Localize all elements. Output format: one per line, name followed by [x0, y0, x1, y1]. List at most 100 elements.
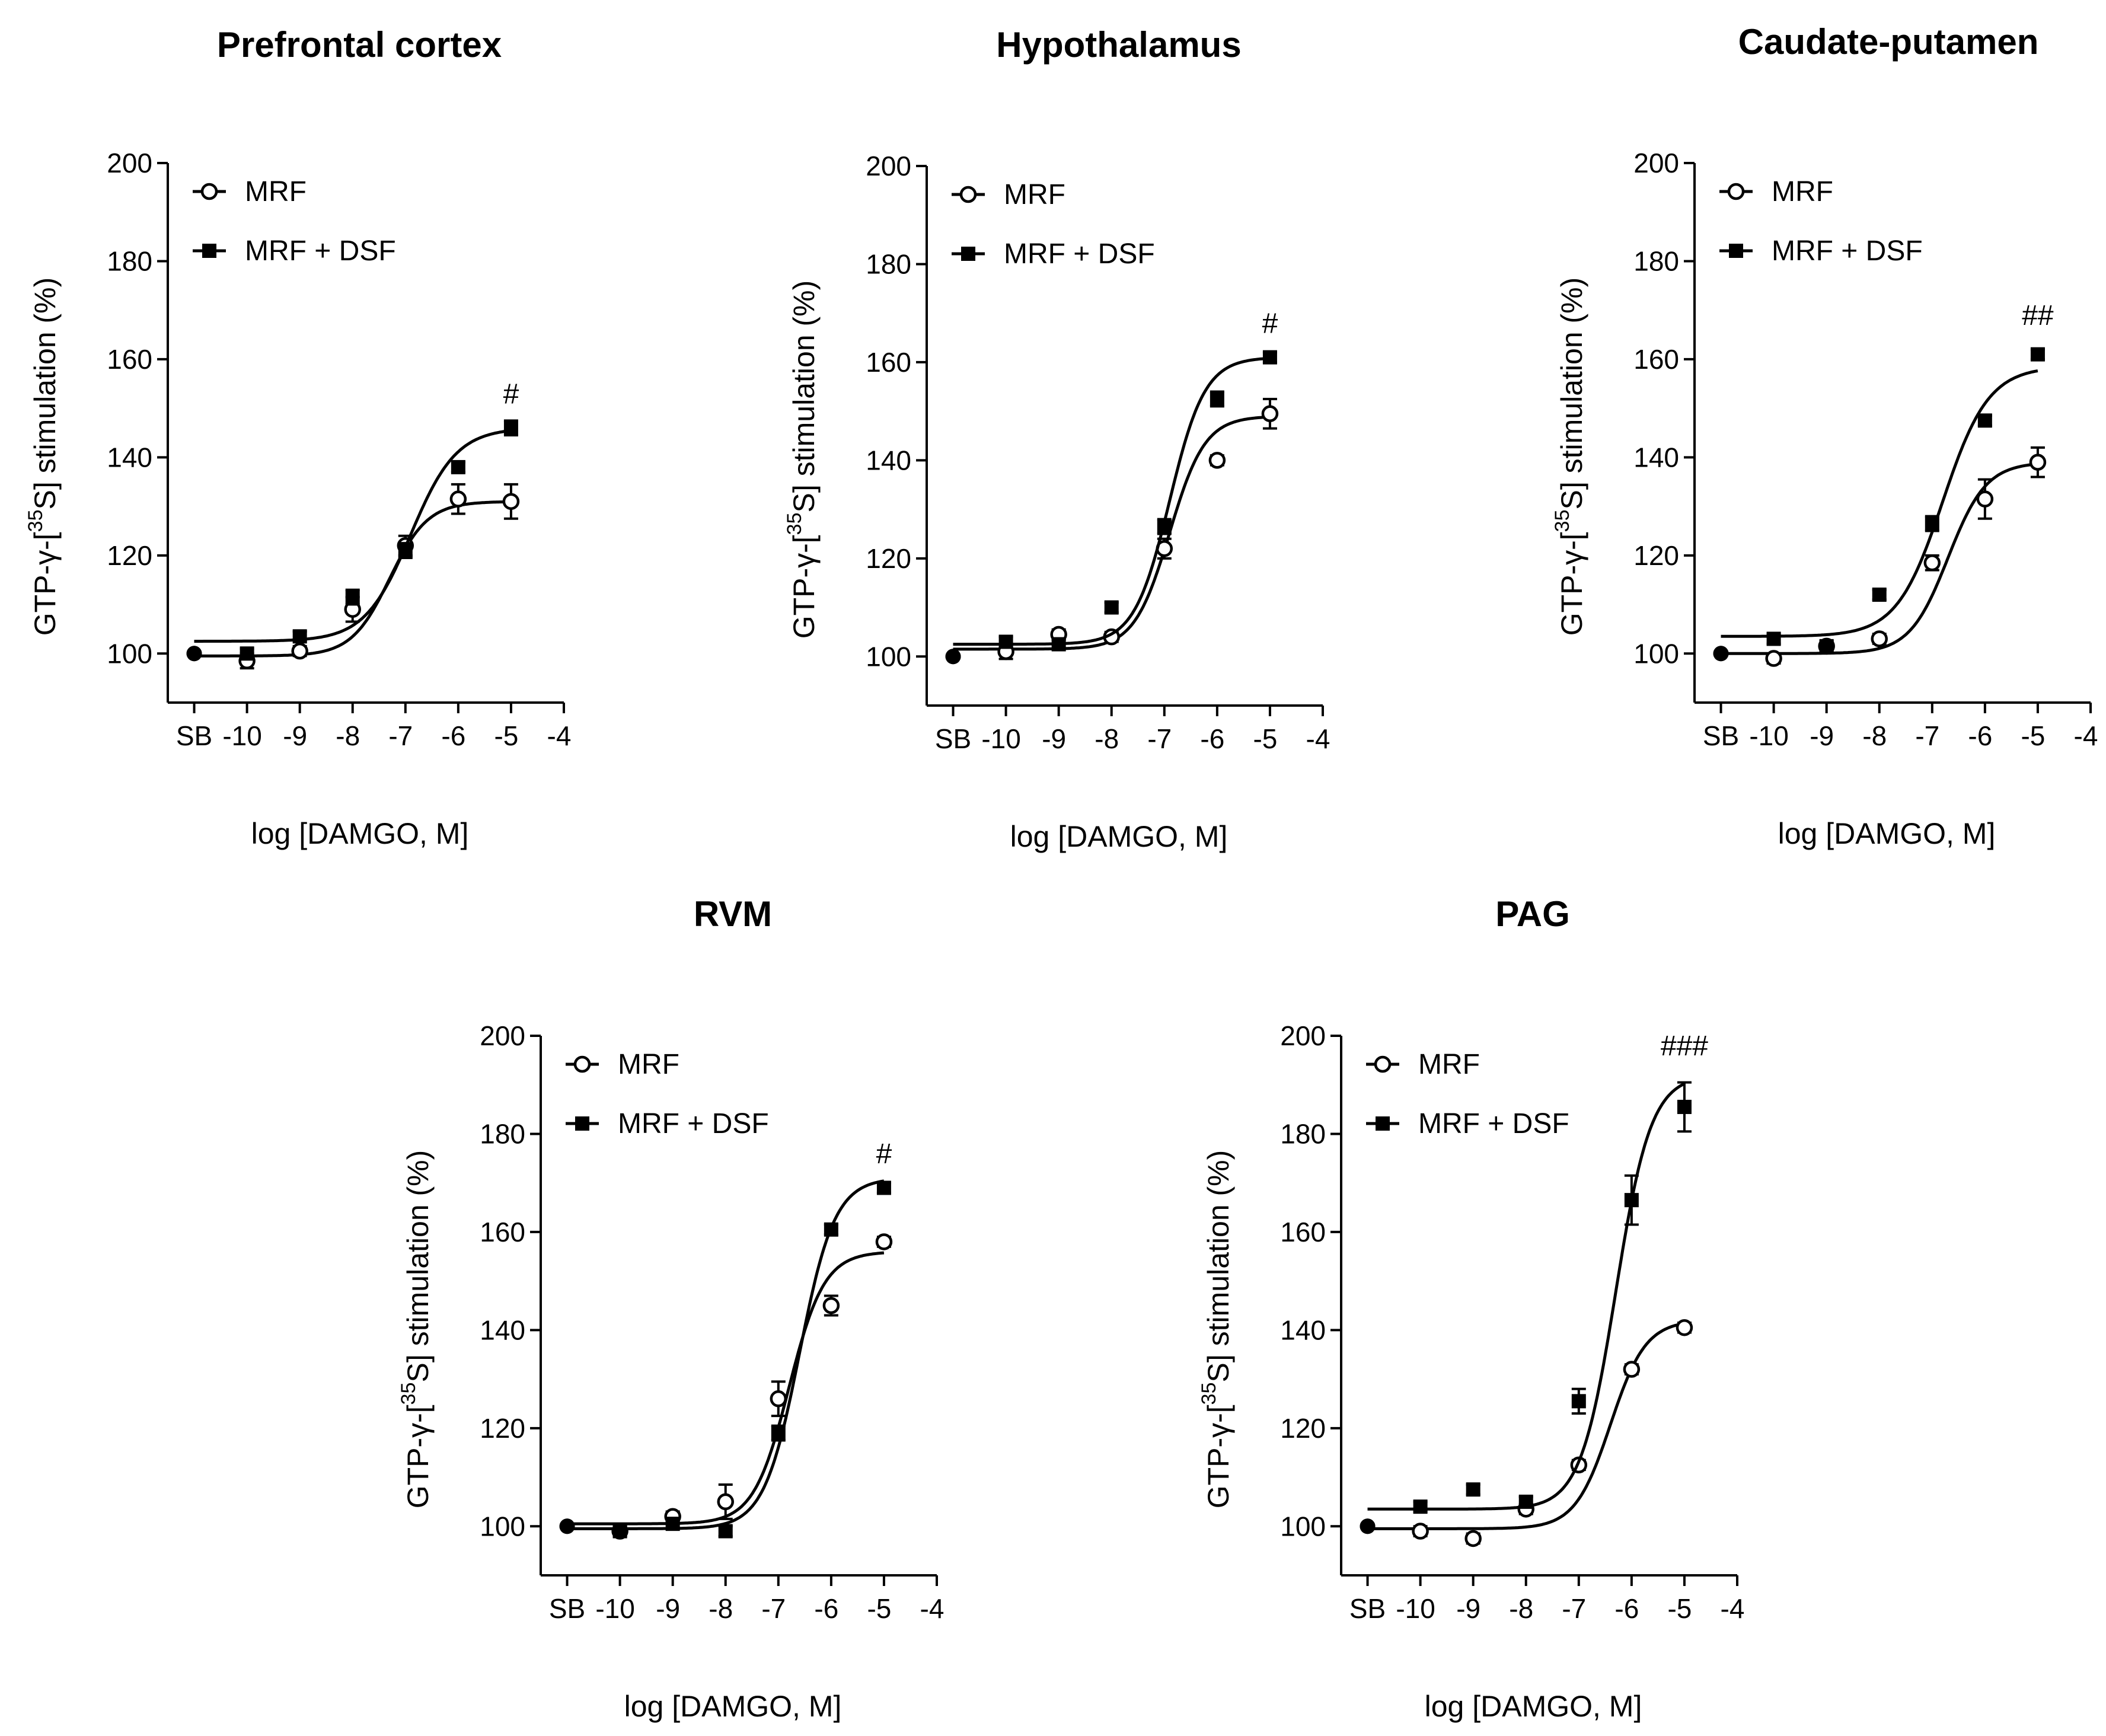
legend-label: MRF — [618, 1049, 679, 1080]
data-point — [1713, 646, 1729, 662]
y-tick-label: 100 — [1280, 1511, 1326, 1542]
data-point — [1977, 413, 1992, 428]
x-tick-label: -4 — [1721, 1593, 1745, 1624]
fit-curve — [1367, 1082, 1686, 1511]
legend-label: MRF + DSF — [1004, 238, 1155, 270]
legend-label: MRF — [1772, 176, 1833, 208]
y-axis-label-part: GTP-γ-[ — [401, 1405, 435, 1508]
data-point — [1819, 639, 1834, 653]
data-point — [2029, 454, 2047, 471]
data-point — [718, 1524, 733, 1539]
y-tick-label: 160 — [866, 347, 911, 378]
fit-curve — [567, 1251, 885, 1526]
legend-marker-open-circle — [959, 186, 977, 203]
fit-curve — [194, 500, 511, 658]
legend: MRF MRF + DSF — [193, 176, 396, 267]
y-tick-label: 200 — [866, 151, 911, 181]
series-mrf — [945, 397, 1279, 665]
x-tick-label: SB — [935, 723, 971, 754]
y-tick-label: 100 — [107, 638, 152, 669]
data-point — [1262, 350, 1277, 365]
legend: MRF MRF + DSF — [1366, 1049, 1569, 1140]
y-axis-label-superscript: 35 — [1198, 1382, 1220, 1405]
chart-panel: RVM 100 120 140 160 180 200 SB -10 -9 -8 -7 -6 -5 -4 lo… — [397, 894, 944, 1723]
y-axis-label-part: GTP-γ-[ — [1555, 532, 1588, 636]
x-tick-label: -9 — [1456, 1593, 1480, 1624]
legend-label: MRF — [1004, 179, 1065, 210]
x-tick-label: -7 — [1915, 720, 1939, 751]
x-tick-label: SB — [549, 1593, 585, 1624]
y-tick-label: 140 — [866, 445, 911, 476]
y-axis-label-superscript: 35 — [783, 512, 806, 535]
x-tick-label: SB — [1703, 720, 1739, 751]
significance-label: # — [876, 1138, 892, 1170]
data-point — [1360, 1518, 1376, 1534]
data-point — [771, 1426, 786, 1441]
x-tick-label: -5 — [2021, 720, 2045, 751]
y-tick-label: 200 — [1280, 1020, 1326, 1051]
data-point — [875, 1233, 893, 1250]
series-mrf — [1360, 1319, 1693, 1547]
y-axis-label-part: S] stimulation (%) — [1555, 277, 1588, 510]
x-tick-label: -8 — [336, 720, 360, 751]
y-tick-label: 200 — [1633, 148, 1679, 178]
x-tick-label: -7 — [388, 720, 413, 751]
data-point — [1925, 516, 1939, 531]
x-tick-label: -5 — [1253, 723, 1277, 754]
y-tick-label: 180 — [866, 248, 911, 279]
y-tick-label: 180 — [1633, 245, 1679, 276]
y-tick-label: 160 — [107, 344, 152, 375]
x-tick-label: -7 — [761, 1593, 786, 1624]
y-tick-label: 160 — [1280, 1217, 1326, 1247]
y-axis-label: GTP-γ-[35S] stimulation (%) — [1551, 277, 1588, 636]
y-tick-label: 120 — [866, 543, 911, 574]
y-axis-label-part: S] stimulation (%) — [28, 277, 62, 510]
data-point — [1923, 554, 1941, 572]
x-tick-label: -7 — [1562, 1593, 1586, 1624]
data-point — [717, 1493, 734, 1511]
data-point — [1412, 1523, 1429, 1540]
y-axis-label: GTP-γ-[35S] stimulation (%) — [397, 1150, 435, 1509]
data-point — [240, 646, 254, 661]
y-axis-label-superscript: 35 — [1551, 509, 1574, 532]
y-tick-label: 120 — [1633, 540, 1679, 571]
legend-marker-open-circle — [1374, 1055, 1392, 1073]
significance-label: ## — [2022, 300, 2054, 331]
y-tick-label: 140 — [1280, 1314, 1326, 1345]
x-tick-label: -6 — [441, 720, 465, 751]
y-tick-label: 200 — [480, 1020, 525, 1051]
data-point — [1051, 637, 1066, 652]
data-point — [1624, 1193, 1639, 1208]
x-tick-label: -7 — [1147, 723, 1172, 754]
x-tick-label: -6 — [1968, 720, 1992, 751]
data-point — [945, 649, 961, 665]
data-point — [1464, 1530, 1482, 1547]
legend-marker-filled-square — [575, 1116, 589, 1131]
data-point — [770, 1390, 787, 1408]
y-axis-label: GTP-γ-[35S] stimulation (%) — [1198, 1150, 1235, 1509]
x-tick-label: -10 — [1749, 720, 1788, 751]
x-axis-label: log [DAMGO, M] — [1010, 820, 1228, 853]
x-tick-label: -9 — [283, 720, 307, 751]
data-point — [824, 1222, 838, 1237]
series-mrf-dsf — [559, 1179, 891, 1539]
x-tick-label: -5 — [867, 1593, 891, 1624]
legend-marker-filled-square — [1729, 244, 1743, 258]
x-tick-label: -9 — [1042, 723, 1066, 754]
x-tick-label: -6 — [814, 1593, 838, 1624]
x-axis-label: log [DAMGO, M] — [624, 1690, 842, 1723]
x-tick-label: -6 — [1200, 723, 1224, 754]
data-point — [1413, 1499, 1428, 1514]
y-axis-label-superscript: 35 — [24, 509, 47, 532]
legend-label: MRF + DSF — [1772, 235, 1923, 267]
legend-label: MRF + DSF — [618, 1108, 769, 1140]
y-tick-label: 100 — [480, 1511, 525, 1542]
legend-label: MRF — [245, 176, 307, 208]
chart-panel: PAG 100 120 140 160 180 200 SB -10 -9 -8 -7 -6 -5 -4 lo… — [1198, 894, 1744, 1723]
y-tick-label: 140 — [1633, 442, 1679, 473]
legend-marker-open-circle — [573, 1055, 591, 1073]
data-point — [2030, 347, 2045, 362]
data-point — [1976, 490, 1994, 508]
